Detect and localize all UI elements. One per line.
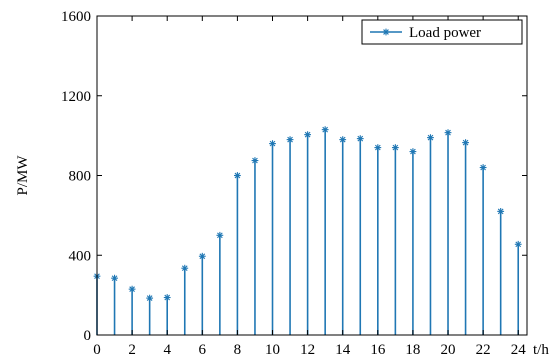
stem-marker: [251, 157, 259, 164]
y-axis: 0 400 800 1200 1600: [61, 9, 527, 344]
stem-point-6: [198, 252, 206, 335]
y-tick-label: 1600: [61, 9, 91, 25]
legend-label: Load power: [409, 25, 481, 41]
y-tick-label: 1200: [61, 89, 91, 105]
stem-marker: [163, 294, 171, 301]
stem-marker: [514, 240, 522, 248]
plot-frame: [96, 15, 528, 336]
stem-marker: [198, 252, 206, 260]
stem-marker: [479, 164, 487, 171]
stem-point-5: [181, 264, 189, 335]
stem-marker: [234, 172, 241, 179]
x-tick-label: 14: [335, 342, 351, 358]
stem-point-8: [234, 172, 241, 335]
stem-point-13: [321, 126, 329, 335]
y-axis-label: P/MW: [15, 155, 31, 196]
x-axis-label: t/h: [533, 342, 549, 358]
stem-point-10: [269, 140, 276, 335]
stem-marker: [128, 285, 136, 293]
x-tick-label: 8: [234, 342, 242, 358]
x-tick-label: 24: [511, 342, 527, 358]
stem-marker: [339, 136, 347, 144]
x-tick-label: 0: [93, 342, 101, 358]
x-tick-label: 2: [128, 342, 136, 358]
x-tick-label: 18: [405, 342, 420, 358]
stem-marker: [146, 294, 154, 302]
stem-point-19: [427, 134, 434, 335]
stem-point-9: [251, 157, 259, 335]
stem-marker: [304, 131, 312, 139]
stem-point-22: [479, 164, 487, 335]
stem-series: [93, 126, 522, 335]
stem-marker: [181, 264, 189, 272]
stem-point-1: [111, 274, 118, 335]
stem-point-21: [462, 139, 469, 335]
stem-marker: [391, 144, 399, 151]
stem-point-12: [304, 131, 312, 335]
legend: Load power: [361, 19, 523, 45]
stem-marker: [356, 135, 364, 143]
stem-point-20: [444, 129, 452, 335]
stem-marker: [321, 126, 329, 134]
stem-marker: [497, 207, 505, 215]
stem-marker: [427, 134, 434, 142]
y-tick-label: 400: [69, 248, 92, 264]
stem-point-2: [128, 285, 136, 335]
stem-point-7: [216, 231, 224, 335]
x-tick-label: 4: [163, 342, 171, 358]
x-tick-label: 20: [441, 342, 456, 358]
stem-point-11: [286, 136, 294, 335]
stem-point-24: [514, 240, 522, 335]
stem-point-16: [374, 144, 382, 335]
x-axis: 0 2 4 6 8 10 12 14 16 18 20 22 24: [93, 16, 526, 358]
stem-point-3: [146, 294, 154, 335]
y-tick-label: 800: [69, 169, 92, 185]
stem-point-14: [339, 136, 347, 335]
stem-marker: [409, 148, 417, 155]
y-tick-label: 0: [84, 328, 92, 344]
stem-point-23: [497, 207, 505, 335]
stem-marker: [374, 144, 382, 151]
stem-marker: [462, 139, 469, 147]
x-tick-label: 10: [265, 342, 280, 358]
x-tick-label: 6: [199, 342, 207, 358]
stem-point-15: [356, 135, 364, 335]
stem-point-4: [163, 294, 171, 335]
stem-marker: [444, 129, 452, 137]
x-tick-label: 16: [370, 342, 386, 358]
stem-point-18: [409, 148, 417, 335]
stem-marker: [216, 231, 224, 239]
stem-marker: [286, 136, 294, 144]
legend-marker-glyph: [382, 28, 390, 36]
stem-marker: [269, 140, 276, 147]
legend-asterisk-marker: [382, 28, 390, 36]
stem-marker: [111, 274, 118, 282]
x-tick-label: 12: [300, 342, 315, 358]
x-tick-label: 22: [476, 342, 491, 358]
stem-point-17: [391, 144, 399, 335]
